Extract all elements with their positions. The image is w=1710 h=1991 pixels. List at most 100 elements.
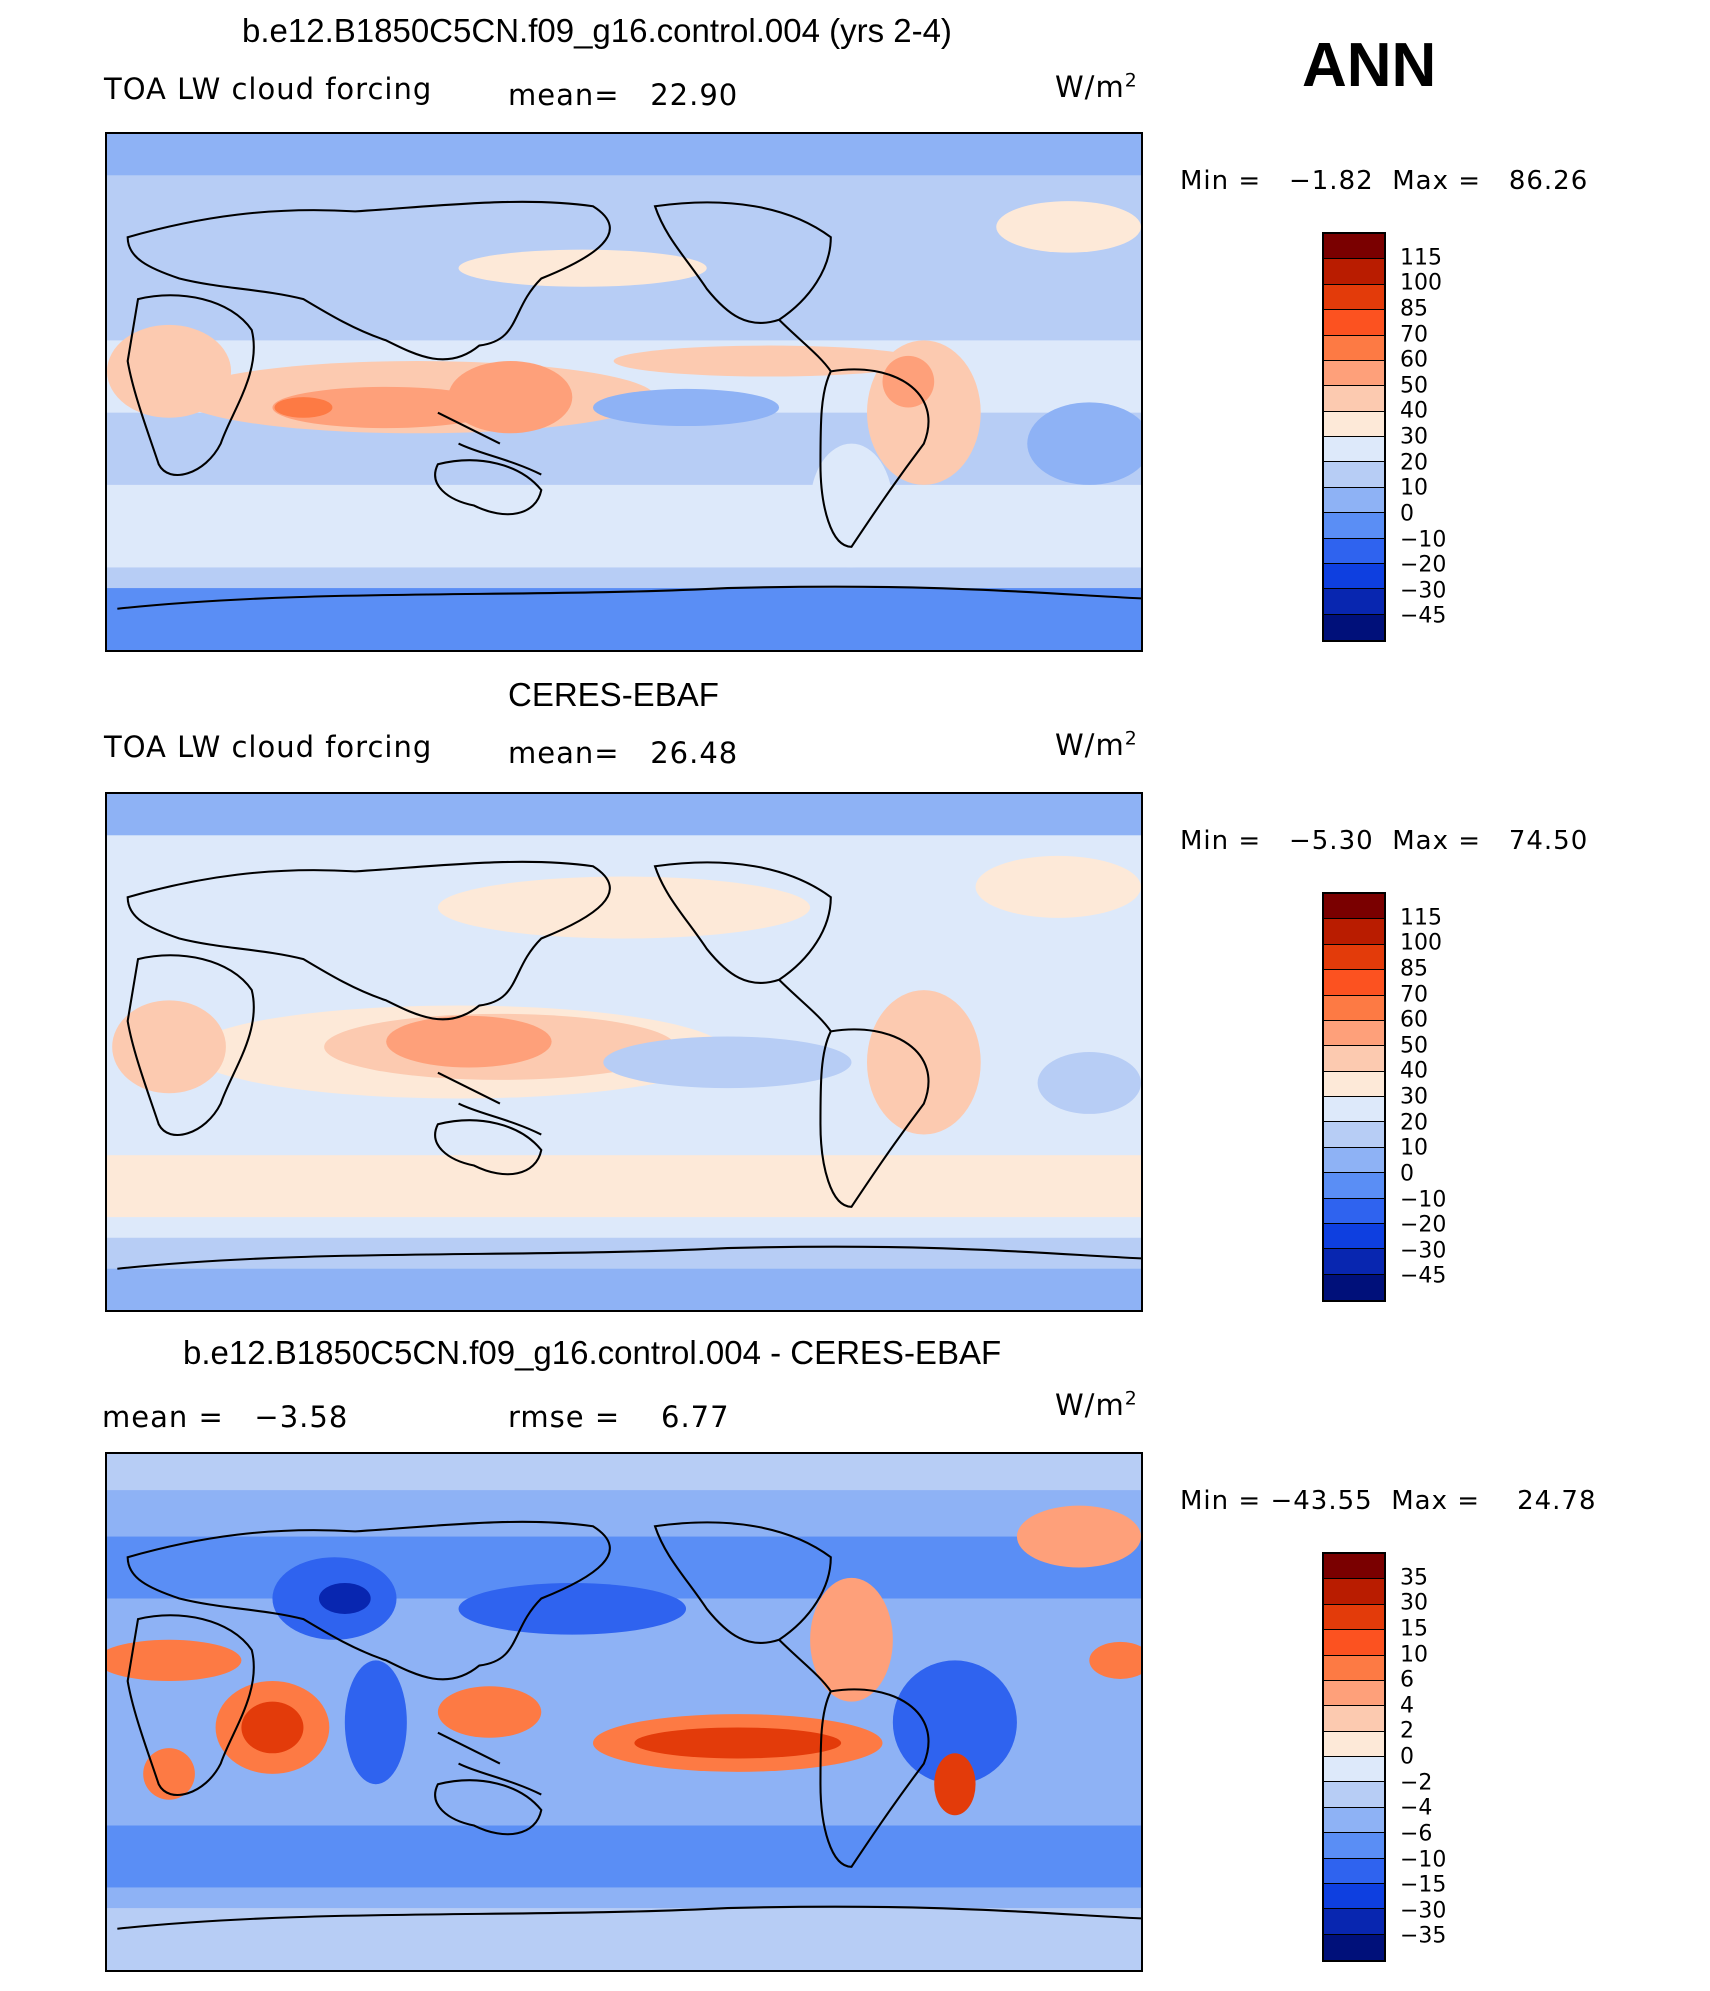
panel-obs-max-label: Max =: [1392, 826, 1482, 856]
panel-obs-mean-label: mean=: [508, 736, 620, 770]
colorbar-segment: [1324, 360, 1384, 387]
colorbar-tick-label: 10: [1400, 1642, 1428, 1667]
panel-obs-colorbar: [1322, 892, 1386, 1302]
colorbar-segment: [1324, 894, 1384, 920]
season-label: ANN: [1302, 31, 1437, 100]
colorbar-segment: [1324, 1731, 1384, 1757]
panel-obs-minmax: Min = −5.30 Max = 74.50: [1180, 826, 1588, 856]
colorbar-segment: [1324, 513, 1384, 539]
colorbar-tick-label: 10: [1400, 475, 1428, 501]
colorbar-tick-label: −4: [1400, 1795, 1433, 1821]
colorbar-tick-label: −30: [1400, 578, 1447, 604]
panel-diff-min-value: −43.55: [1270, 1486, 1373, 1516]
colorbar-tick-label: 35: [1400, 1565, 1428, 1591]
panel-diff-mean-label: mean =: [102, 1400, 224, 1434]
panel-obs-mean-value: 26.48: [650, 736, 739, 770]
colorbar-tick-label: −30: [1400, 1238, 1447, 1264]
colorbar-segment: [1324, 919, 1384, 945]
colorbar-tick-label: 85: [1400, 296, 1428, 322]
colorbar-segment: [1324, 589, 1384, 615]
panel-obs-units: W/m2: [1055, 728, 1138, 762]
panel-model-max-label: Max =: [1392, 166, 1482, 196]
colorbar-segment: [1324, 1757, 1384, 1783]
colorbar-segment: [1324, 995, 1384, 1021]
colorbar-segment: [1324, 563, 1384, 590]
colorbar-segment: [1324, 1020, 1384, 1047]
colorbar-tick-label: 15: [1400, 1616, 1428, 1642]
colorbar-tick-label: 0: [1400, 1161, 1414, 1187]
panel-model-units: W/m2: [1055, 70, 1138, 104]
panel-diff-units: W/m2: [1055, 1388, 1138, 1422]
colorbar-segment: [1324, 1655, 1384, 1681]
panel-obs-mean: mean= 26.48: [508, 736, 738, 770]
colorbar-tick-label: 20: [1400, 450, 1428, 476]
colorbar-segment: [1324, 1223, 1384, 1250]
colorbar-tick-label: −35: [1400, 1923, 1447, 1949]
colorbar-tick-label: 6: [1400, 1667, 1414, 1693]
colorbar-tick-label: 50: [1400, 373, 1428, 399]
panel-diff-mean: mean = −3.58: [102, 1400, 348, 1434]
panel-model-colorbar-labels: 115 100 85 70 60 50 40 30 20 10 0 −10 −20 −30 −45: [1400, 232, 1520, 642]
panel-model-title: b.e12.B1850C5CN.f09_g16.control.004 (yrs…: [242, 12, 952, 49]
panel-obs-min-label: Min =: [1180, 826, 1262, 856]
panel-model-mean-label: mean=: [508, 78, 620, 112]
colorbar-segment: [1324, 284, 1384, 311]
colorbar-segment: [1324, 259, 1384, 285]
colorbar-tick-label: 4: [1400, 1693, 1414, 1719]
colorbar-tick-label: 100: [1400, 930, 1442, 956]
colorbar-tick-label: −10: [1400, 1847, 1447, 1872]
panel-model-mean: mean= 22.90: [508, 78, 738, 112]
colorbar-tick-label: −45: [1400, 603, 1447, 629]
panel-diff-mean-value: −3.58: [254, 1400, 349, 1434]
colorbar-segment: [1324, 386, 1384, 412]
colorbar-segment: [1324, 1782, 1384, 1808]
colorbar-tick-label: −45: [1400, 1263, 1447, 1289]
colorbar-segment: [1324, 335, 1384, 361]
panel-diff-units-sup: 2: [1124, 1388, 1138, 1410]
colorbar-segment: [1324, 1274, 1384, 1300]
colorbar-segment: [1324, 487, 1384, 514]
colorbar-segment: [1324, 1071, 1384, 1097]
colorbar-segment: [1324, 1604, 1384, 1631]
colorbar-segment: [1324, 1680, 1384, 1707]
panel-model-mean-value: 22.90: [650, 78, 739, 112]
colorbar-tick-label: 60: [1400, 347, 1428, 373]
colorbar-segment: [1324, 1883, 1384, 1910]
panel-diff-colorbar-labels: 35 30 15 10 6 4 2 0 −2 −4 −6 −10 −15 −30 −35: [1400, 1552, 1520, 1962]
panel-diff-title: b.e12.B1850C5CN.f09_g16.control.004 - CE…: [183, 1334, 1002, 1371]
panel-obs-map: [105, 792, 1143, 1312]
colorbar-segment: [1324, 944, 1384, 971]
colorbar-tick-label: −15: [1400, 1872, 1447, 1898]
panel-obs-units-sup: 2: [1124, 728, 1138, 750]
colorbar-segment: [1324, 538, 1384, 564]
colorbar-segment: [1324, 462, 1384, 488]
colorbar-segment: [1324, 1807, 1384, 1834]
colorbar-segment: [1324, 1198, 1384, 1224]
colorbar-segment: [1324, 1630, 1384, 1656]
panel-model-colorbar: [1322, 232, 1386, 642]
colorbar-tick-label: 30: [1400, 1590, 1428, 1616]
colorbar-tick-label: 70: [1400, 982, 1428, 1007]
panel-obs-colorbar-labels: 115 100 85 70 60 50 40 30 20 10 0 −10 −20 −30 −45: [1400, 892, 1520, 1302]
panel-model-units-text: W/m: [1055, 70, 1125, 104]
colorbar-tick-label: 115: [1400, 245, 1442, 271]
panel-diff-colorbar: [1322, 1552, 1386, 1962]
panel-model-max-value: 86.26: [1508, 166, 1589, 196]
colorbar-segment: [1324, 970, 1384, 996]
colorbar-tick-label: 20: [1400, 1110, 1428, 1136]
panel-model-minmax: Min = −1.82 Max = 86.26: [1180, 166, 1588, 196]
colorbar-segment: [1324, 437, 1384, 463]
colorbar-segment: [1324, 1554, 1384, 1580]
panel-diff-rmse-value: 6.77: [661, 1400, 730, 1434]
panel-diff-units-text: W/m: [1055, 1388, 1125, 1422]
colorbar-tick-label: −6: [1400, 1821, 1433, 1847]
colorbar-tick-label: 50: [1400, 1033, 1428, 1059]
panel-diff-min-label: Min =: [1180, 1486, 1262, 1516]
colorbar-tick-label: 85: [1400, 956, 1428, 982]
colorbar-tick-label: 10: [1400, 1135, 1428, 1161]
panel-model-variable: TOA LW cloud forcing: [104, 72, 433, 106]
panel-diff-max-value: 24.78: [1517, 1486, 1597, 1516]
panel-obs-variable: TOA LW cloud forcing: [104, 730, 433, 764]
colorbar-tick-label: 30: [1400, 1084, 1428, 1110]
colorbar-tick-label: −20: [1400, 552, 1447, 578]
